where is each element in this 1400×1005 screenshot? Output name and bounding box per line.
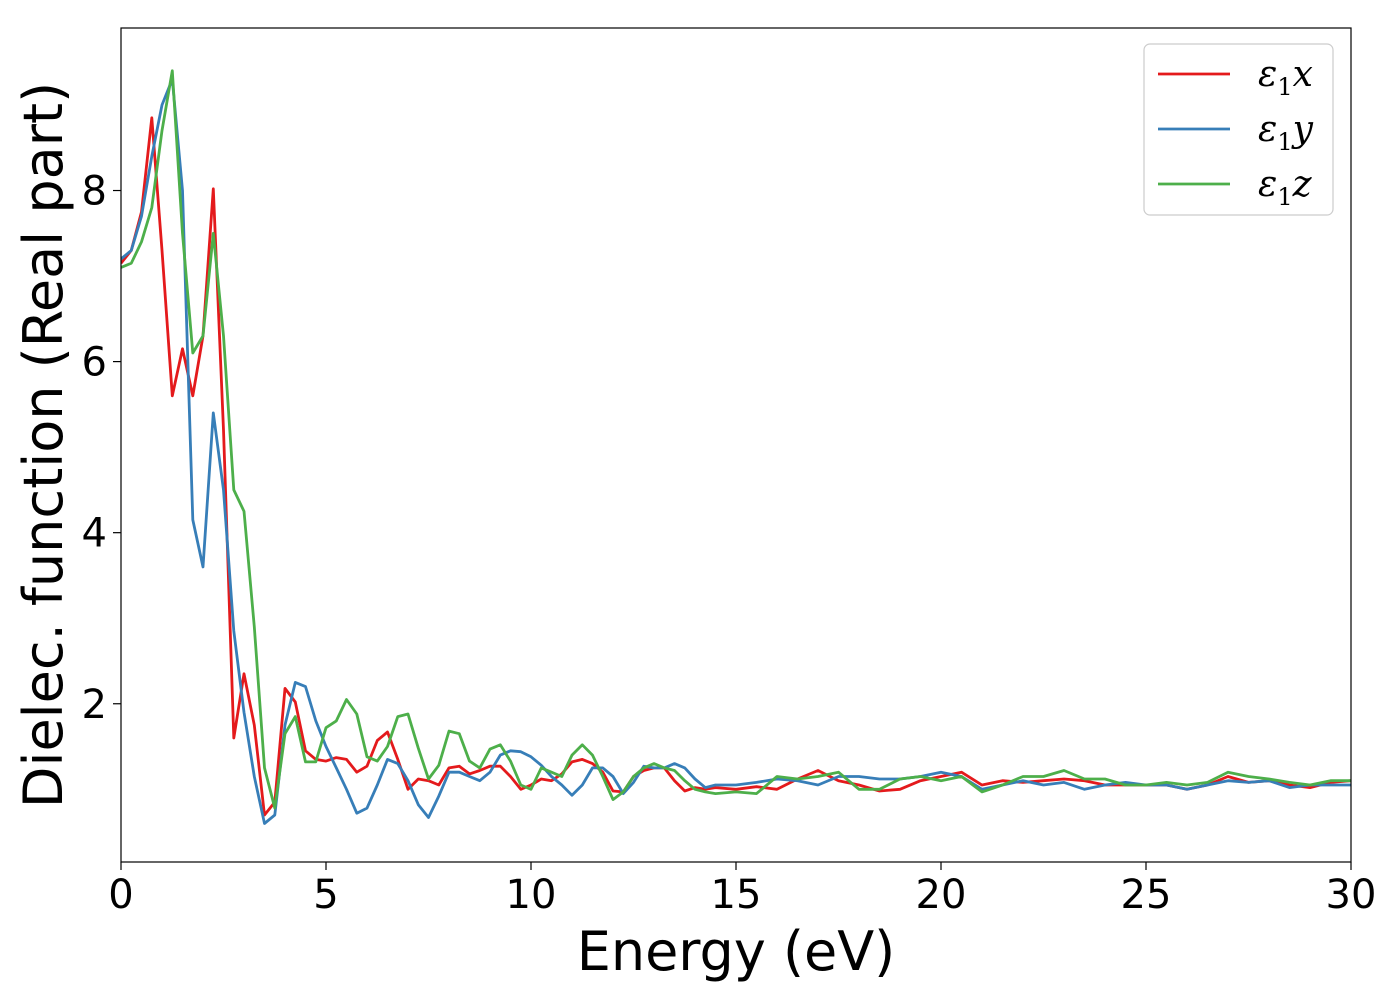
legend-label: ε1z — [1258, 164, 1313, 211]
legend: ε1x ε1y ε1z — [1143, 43, 1334, 216]
series-line-ε1z — [121, 69, 1351, 810]
legend-box — [1143, 43, 1334, 216]
legend-label: ε1y — [1258, 109, 1314, 156]
x-tick-label: 20 — [916, 872, 967, 918]
x-tick-label: 5 — [313, 872, 338, 918]
series-line-ε1y — [121, 77, 1351, 825]
series-line-ε1x — [121, 116, 1351, 817]
series-layer — [121, 69, 1351, 825]
x-axis-label: Energy (eV) — [577, 920, 896, 983]
x-tick-label: 10 — [506, 872, 557, 918]
x-tick-label: 25 — [1121, 872, 1172, 918]
legend-label: ε1x — [1258, 54, 1313, 101]
y-tick-label: 6 — [82, 340, 107, 386]
x-tick-label: 0 — [108, 872, 133, 918]
y-tick-label: 2 — [82, 682, 107, 728]
x-tick-label: 30 — [1326, 872, 1377, 918]
y-tick-label: 8 — [82, 169, 107, 215]
y-axis: 2 4 6 8 — [82, 169, 121, 728]
y-axis-label: Dielec. function (Real part) — [12, 82, 75, 808]
x-tick-label: 15 — [711, 872, 762, 918]
y-tick-label: 4 — [82, 511, 107, 557]
x-axis: 0 5 10 15 20 25 30 — [108, 862, 1376, 918]
